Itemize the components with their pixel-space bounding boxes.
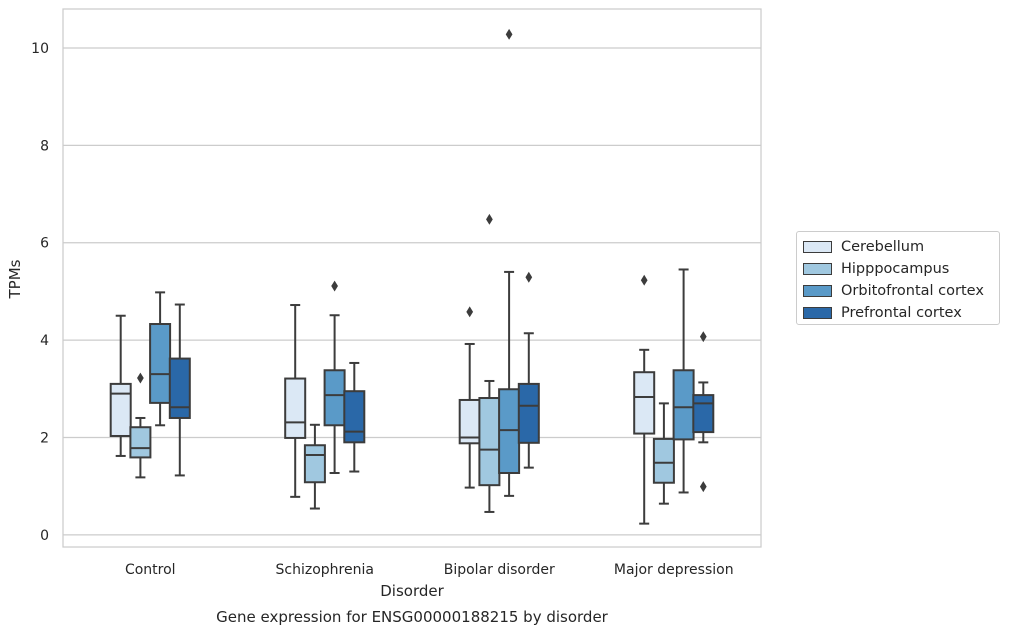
outlier-point (505, 28, 513, 40)
legend-item: Hipppocampus (803, 258, 999, 280)
box-prefrontal-cortex-0 (168, 303, 191, 477)
legend-swatch (803, 241, 832, 253)
box-iqr (672, 369, 695, 441)
y-tick-label: 0 (40, 528, 49, 544)
outlier-point (137, 372, 144, 384)
x-tick-label: Major depression (614, 562, 734, 578)
box-iqr (303, 444, 326, 484)
box-series (109, 28, 715, 525)
box-prefrontal-cortex-1 (343, 361, 366, 473)
box-cerebellum-3 (633, 274, 656, 525)
x-tick-label: Bipolar disorder (444, 562, 555, 578)
box-iqr (517, 382, 540, 444)
box-iqr (323, 369, 346, 427)
x-tick-labels: Control Schizophrenia Bipolar disorder Majo… (125, 562, 734, 578)
legend-item: Cerebellum (803, 236, 999, 258)
legend-swatch (803, 307, 832, 319)
outlier-point (525, 271, 533, 283)
box-iqr (109, 382, 132, 437)
legend-item: Prefrontal cortex (803, 302, 999, 324)
outlier-point (640, 274, 648, 286)
legend-label: Cerebellum (841, 239, 925, 255)
box-cerebellum-0 (109, 314, 132, 457)
outlier-point (486, 213, 493, 225)
box-hipppocampus-0 (129, 372, 152, 479)
box-iqr (284, 377, 307, 439)
legend-label: Prefrontal cortex (841, 305, 962, 321)
box-iqr (129, 426, 152, 459)
x-axis-label: Disorder (380, 582, 444, 600)
outlier-point (699, 481, 707, 493)
x-tick-label: Control (125, 562, 176, 578)
y-tick-label: 4 (40, 333, 49, 349)
box-iqr (343, 390, 366, 444)
plot-frame (62, 8, 762, 548)
legend-item: Orbitofrontal cortex (803, 280, 999, 302)
box-iqr (168, 357, 191, 419)
chart-title: Gene expression for ENSG00000188215 by d… (216, 608, 609, 626)
outlier-point (699, 331, 707, 343)
box-orbitofrontal-cortex-2 (498, 28, 521, 497)
box-orbitofrontal-cortex-3 (672, 268, 695, 494)
box-iqr (692, 394, 715, 434)
y-tick-labels: 0 2 4 6 8 10 (31, 41, 49, 544)
box-iqr (149, 323, 172, 404)
legend-label: Orbitofrontal cortex (841, 283, 984, 299)
outlier-point (466, 306, 474, 318)
x-tick-label: Schizophrenia (276, 562, 374, 578)
y-tick-label: 2 (40, 430, 49, 446)
y-tick-label: 8 (40, 138, 49, 154)
y-axis-label: TPMs (6, 259, 24, 299)
legend-label: Hipppocampus (841, 261, 950, 277)
box-hipppocampus-1 (303, 423, 326, 510)
box-iqr (633, 371, 656, 435)
box-orbitofrontal-cortex-1 (323, 280, 346, 474)
box-prefrontal-cortex-2 (517, 271, 540, 469)
box-iqr (478, 397, 501, 487)
y-tick-label: 6 (40, 236, 49, 252)
legend: Cerebellum Hipppocampus Orbitofrontal cort… (796, 231, 1000, 325)
box-iqr (652, 437, 675, 484)
legend-swatch (803, 285, 832, 297)
y-tick-label: 10 (31, 41, 49, 57)
box-prefrontal-cortex-3 (692, 331, 715, 493)
box-cerebellum-2 (458, 306, 481, 489)
box-hipppocampus-3 (652, 402, 675, 505)
outlier-point (331, 280, 338, 292)
box-cerebellum-1 (284, 304, 307, 498)
legend-swatch (803, 263, 832, 275)
